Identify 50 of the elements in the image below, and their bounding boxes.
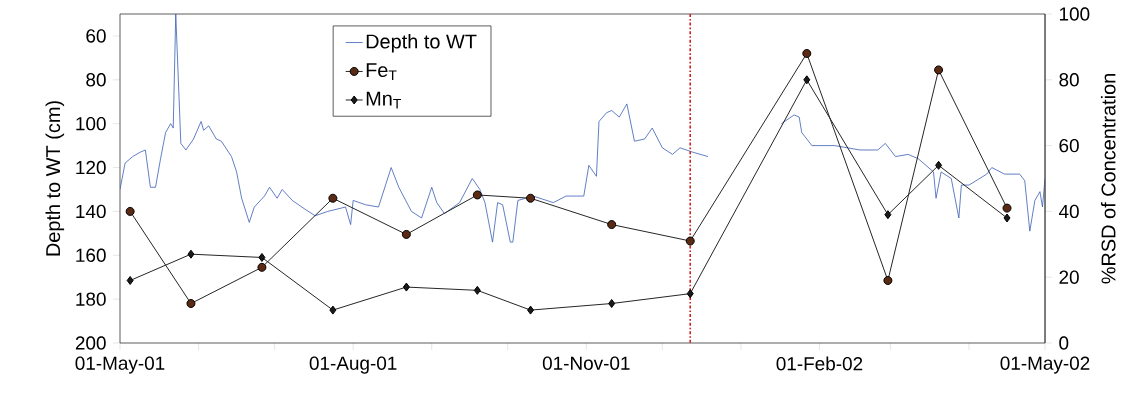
point <box>527 305 535 315</box>
point <box>934 65 944 75</box>
y-tick-label: 80 <box>86 73 106 87</box>
y-tick-label: 100 <box>76 116 106 131</box>
y-tick-label: 140 <box>76 204 106 219</box>
point <box>608 299 616 309</box>
point <box>883 275 893 285</box>
point <box>186 299 196 309</box>
y-tick-label: 160 <box>76 248 106 262</box>
point <box>125 206 135 216</box>
legend-label: Mn$_{T}$ <box>366 91 402 109</box>
x-tick-label: 01-Feb-02 <box>776 356 863 371</box>
point <box>526 193 536 203</box>
point <box>803 75 811 85</box>
point <box>686 289 694 299</box>
point <box>472 190 482 200</box>
y-tick-label: 120 <box>76 160 106 175</box>
y-tick-label: 200 <box>75 336 106 350</box>
point <box>935 160 943 170</box>
y-tick-label: 180 <box>76 292 106 306</box>
point <box>607 220 617 230</box>
point <box>685 236 695 246</box>
point <box>258 252 266 262</box>
x-tick-label: 01-May-02 <box>1000 356 1090 374</box>
y2-tick-label: 40 <box>1058 204 1079 219</box>
point <box>884 210 892 220</box>
y-axis-title: Depth to WT (cm) <box>45 101 65 256</box>
point <box>402 282 410 292</box>
legend-label: Depth to WT <box>366 33 477 53</box>
point <box>1003 213 1011 223</box>
point <box>802 48 812 58</box>
x-tick-label: 01-May-01 <box>75 356 165 374</box>
point <box>329 305 337 315</box>
point <box>126 275 134 285</box>
y2-tick-label: 60 <box>1059 138 1079 153</box>
y2-tick-label: 20 <box>1059 270 1079 284</box>
y2-tick-label: 0 <box>1059 336 1069 350</box>
y2-tick-label: 100 <box>1059 7 1090 21</box>
y-tick-label: 60 <box>86 29 106 43</box>
point <box>257 262 267 272</box>
point <box>328 193 338 203</box>
legend-label: Fe$_{T}$ <box>366 63 397 80</box>
y2-tick-label: 80 <box>1059 73 1079 87</box>
point <box>401 229 411 239</box>
point <box>187 249 195 259</box>
y2-axis-title: %RSD of Concentration <box>1100 74 1116 284</box>
point <box>473 285 481 295</box>
x-tick-label: 01-Nov-01 <box>542 356 630 370</box>
x-tick-label: 01-Aug-01 <box>309 356 397 374</box>
point <box>1002 203 1012 213</box>
